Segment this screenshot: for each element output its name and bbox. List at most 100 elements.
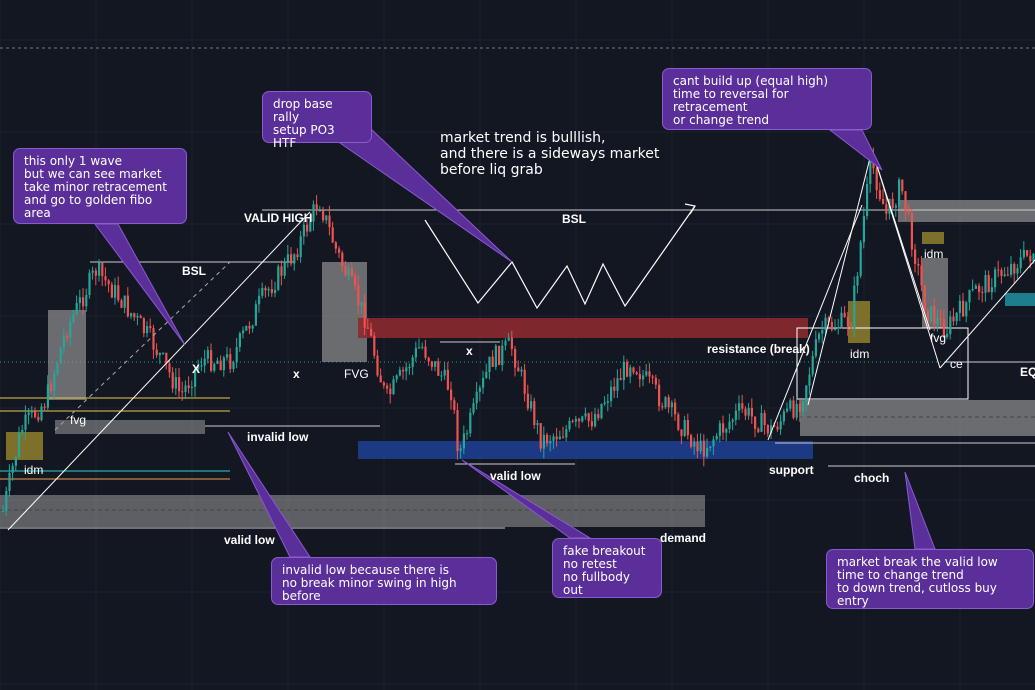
candle-body [194, 369, 197, 387]
candle-body [386, 385, 389, 389]
candle-body [859, 242, 862, 276]
candle-body [341, 252, 344, 266]
candle-body [222, 357, 225, 371]
candle-body [914, 249, 917, 264]
candle-body [277, 266, 280, 290]
candle-body [94, 270, 97, 276]
candle-body [389, 388, 392, 395]
candle-body [997, 269, 1000, 271]
candle-body [782, 411, 785, 422]
candle-body [398, 369, 401, 376]
candle-body [446, 369, 449, 390]
candle-body [744, 408, 747, 416]
candle-body [910, 213, 913, 250]
candle-body [494, 345, 497, 367]
candle-body [949, 316, 952, 335]
candle-body [258, 295, 261, 305]
candle-body [11, 465, 14, 473]
candle-body [59, 347, 62, 364]
trendline [871, 149, 931, 331]
candle-body [5, 490, 8, 511]
candle-body [987, 275, 990, 293]
candle-body [491, 356, 494, 367]
candle-body [677, 414, 680, 430]
candle-body [856, 275, 859, 286]
candle-body [149, 326, 152, 329]
candle-body [645, 371, 648, 376]
candle-body [475, 391, 478, 404]
candle-body [40, 406, 43, 421]
candle-body [402, 369, 405, 372]
candle-body [843, 312, 846, 317]
candle-body [818, 333, 821, 340]
candle-body [472, 403, 475, 413]
candle-body [594, 414, 597, 427]
candle-body [936, 318, 939, 325]
candle-body [654, 377, 657, 385]
candle-body [2, 510, 5, 512]
candle-body [440, 375, 443, 377]
candle-body [885, 204, 888, 214]
candle-body [712, 439, 715, 447]
label-x-left-lower: x [293, 367, 300, 381]
candle-body [638, 374, 641, 380]
candle-body [504, 340, 507, 346]
candle-body [43, 406, 46, 408]
candle-body [1029, 255, 1032, 262]
candle-body [203, 358, 206, 366]
trend-note: market trend is bulllish, and there is a… [440, 130, 660, 178]
candle-body [600, 404, 603, 419]
candle-body [469, 412, 472, 434]
candle-body [485, 371, 488, 379]
candle-body [968, 290, 971, 303]
candle-body [459, 448, 462, 451]
candle-body [261, 287, 264, 296]
candle-body [418, 347, 421, 349]
candle-body [274, 289, 277, 294]
candle-body [78, 297, 81, 304]
candle-body [962, 300, 965, 317]
candle-body [875, 168, 878, 191]
candle-body [754, 416, 757, 429]
candle-body [565, 429, 568, 438]
candle-body [482, 378, 485, 388]
candle-body [514, 348, 517, 368]
candle-body [581, 416, 584, 422]
candle-body [725, 429, 728, 433]
demand-zone [0, 495, 705, 527]
label-bsl-center: BSL [562, 212, 586, 226]
candle-body [939, 318, 942, 320]
label-bsl-left: BSL [182, 264, 206, 278]
candle-body [795, 403, 798, 418]
candle-body [770, 425, 773, 434]
candle-body [792, 400, 795, 418]
candle-body [437, 361, 440, 376]
candle-body [917, 263, 920, 266]
candle-body [136, 315, 139, 318]
candle-body [462, 433, 465, 449]
callout-drop-base-rally: drop base rally setup PO3 HTF [262, 91, 372, 150]
candle-body [837, 327, 840, 329]
candle-body [706, 447, 709, 457]
candle-body [558, 436, 561, 440]
candle-body [693, 441, 696, 447]
candle-body [133, 313, 136, 318]
candle-body [306, 224, 309, 232]
candle-body [680, 429, 683, 436]
candle-body [811, 356, 814, 375]
label-demand: demand [660, 531, 707, 545]
candle-body [450, 389, 453, 401]
candle-body [715, 435, 718, 440]
candle-body [722, 423, 725, 433]
trendline [7, 211, 311, 531]
candle-body [216, 360, 219, 364]
candle-body [898, 179, 901, 206]
candle-body [162, 352, 165, 354]
candle-body [101, 262, 104, 277]
candle-body [907, 211, 910, 214]
candle-body [750, 407, 753, 417]
candle-body [443, 369, 446, 376]
candle-body [632, 367, 635, 373]
